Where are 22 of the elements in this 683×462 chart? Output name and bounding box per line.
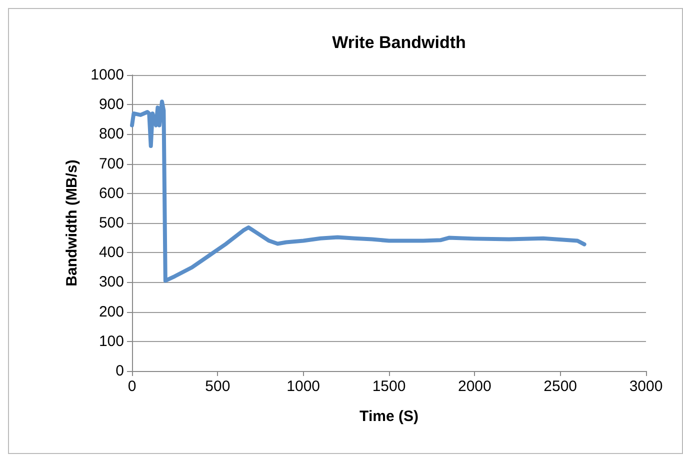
y-tick-label: 500 bbox=[98, 214, 124, 232]
y-axis-title: Bandwidth (MB/s) bbox=[64, 160, 81, 286]
x-tick-label: 3000 bbox=[629, 378, 663, 395]
x-tick-label: 1500 bbox=[372, 378, 406, 395]
x-axis-title: Time (S) bbox=[360, 408, 418, 425]
y-tick-label: 900 bbox=[98, 96, 124, 114]
y-tick-label: 600 bbox=[98, 184, 124, 202]
chart-title: Write Bandwidth bbox=[332, 33, 466, 52]
y-tick-label: 700 bbox=[98, 155, 124, 172]
y-tick-label: 200 bbox=[98, 303, 124, 320]
y-tick-label: 100 bbox=[98, 332, 124, 350]
y-tick-label: 300 bbox=[98, 274, 124, 291]
y-tick-label: 400 bbox=[98, 244, 124, 262]
x-tick-label: 500 bbox=[205, 378, 230, 395]
line-series bbox=[130, 100, 586, 283]
y-tick-label: 0 bbox=[116, 362, 124, 380]
x-tick-label: 2000 bbox=[458, 378, 492, 395]
x-tick-label: 0 bbox=[128, 378, 136, 395]
y-tick-label: 800 bbox=[98, 126, 124, 143]
x-tick-label: 1000 bbox=[286, 378, 320, 395]
y-tick-label: 1000 bbox=[90, 66, 124, 84]
x-tick-label: 2500 bbox=[544, 378, 578, 395]
